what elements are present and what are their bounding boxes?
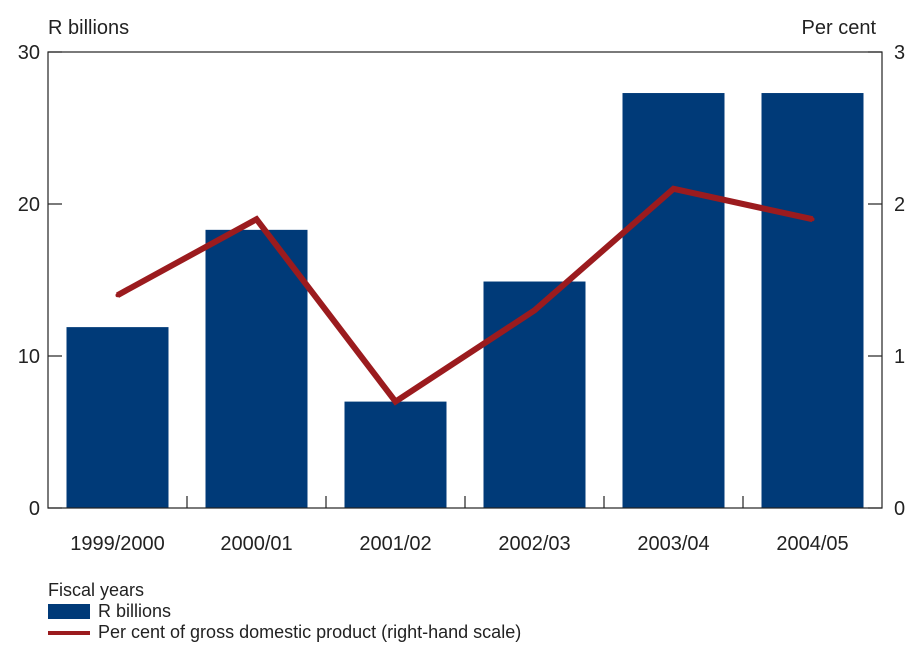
- x-tick-label-2000/01: 2000/01: [220, 533, 292, 555]
- legend-label-bars: R billions: [98, 601, 172, 621]
- left-tick-label-10: 10: [18, 346, 40, 368]
- bar-2000/01: [205, 229, 308, 508]
- line-point-2000/01: [254, 217, 259, 222]
- x-tick-label-1999/2000: 1999/2000: [70, 533, 165, 555]
- right-axis-label: Per cent: [802, 17, 877, 39]
- line-point-1999/2000: [115, 293, 120, 298]
- right-tick-label-3: 3: [894, 42, 905, 64]
- legend-swatch-bar: [48, 604, 90, 619]
- right-tick-label-2: 2: [894, 194, 905, 216]
- legend: Fiscal years R billions Per cent of gros…: [48, 580, 521, 643]
- left-tick-label-20: 20: [18, 194, 40, 216]
- legend-swatch-line: [48, 630, 90, 635]
- line-point-2002/03: [532, 308, 537, 313]
- left-tick-label-30: 30: [18, 42, 40, 64]
- bar-2002/03: [483, 281, 586, 508]
- bar-2004/05: [761, 93, 864, 508]
- x-tick-label-2002/03: 2002/03: [498, 533, 570, 555]
- left-axis-label: R billions: [48, 17, 129, 39]
- x-axis-title: Fiscal years: [48, 580, 145, 600]
- left-tick-label-0: 0: [29, 498, 40, 520]
- percent-gdp-line: [116, 185, 814, 406]
- line-point-2003/04: [671, 186, 676, 191]
- x-tick-label-2001/02: 2001/02: [359, 533, 431, 555]
- bar-1999/2000: [66, 327, 169, 508]
- legend-item-bars: R billions: [48, 601, 521, 622]
- legend-item-line: Per cent of gross domestic product (righ…: [48, 622, 521, 643]
- right-tick-label-1: 1: [894, 346, 905, 368]
- bar-2003/04: [622, 93, 725, 508]
- right-tick-label-0: 0: [894, 498, 905, 520]
- x-tick-label-2004/05: 2004/05: [776, 533, 848, 555]
- line-point-2001/02: [393, 399, 398, 404]
- legend-label-line: Per cent of gross domestic product (righ…: [98, 622, 522, 642]
- bar-2001/02: [344, 401, 447, 508]
- x-tick-label-2003/04: 2003/04: [637, 533, 709, 555]
- line-point-2004/05: [810, 217, 815, 222]
- plot-frame: [47, 51, 883, 509]
